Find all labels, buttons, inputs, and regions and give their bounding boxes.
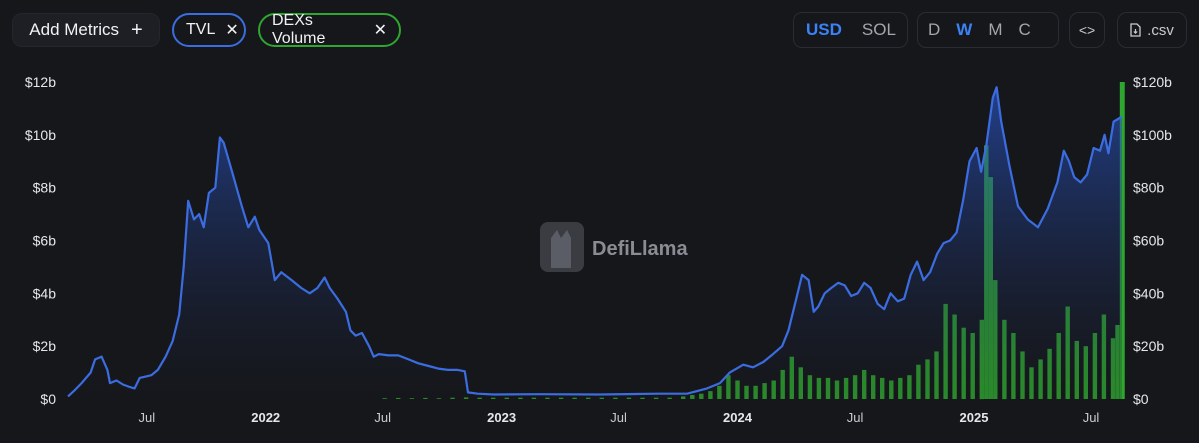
right-axis-tick-label: $120b: [1133, 74, 1172, 90]
right-axis-tick-label: $0: [1133, 391, 1149, 407]
period-option-w[interactable]: W: [956, 20, 973, 39]
x-axis: Jul 2022 Jul 2023 Jul 2024 Jul 2025 Jul: [138, 410, 1099, 425]
currency-option-sol[interactable]: SOL: [861, 20, 896, 39]
x-axis-tick-label: Jul: [847, 410, 864, 425]
close-icon[interactable]: ✕: [373, 22, 387, 39]
period-option-m[interactable]: M: [988, 20, 1003, 39]
x-axis-tick-label: 2025: [960, 410, 989, 425]
left-axis-tick-label: $12b: [25, 74, 56, 90]
period-toggle: D W M C: [917, 12, 1059, 48]
metric-chip-label: DEXs Volume: [272, 12, 326, 47]
x-axis-tick-label: Jul: [1083, 410, 1100, 425]
plus-icon: +: [131, 19, 143, 41]
left-axis-tick-label: $4b: [33, 285, 57, 301]
watermark-text: DefiLlama: [592, 238, 688, 260]
left-axis-tick-label: $0: [40, 391, 56, 407]
code-icon: <>: [1078, 22, 1096, 38]
right-axis-tick-label: $20b: [1133, 338, 1164, 354]
tvl-line: [67, 86, 1123, 398]
currency-option-usd[interactable]: USD: [806, 20, 842, 39]
add-metrics-label: Add Metrics: [29, 20, 120, 39]
right-axis-tick-label: $40b: [1133, 285, 1164, 301]
csv-label: .csv: [1147, 21, 1174, 39]
metric-chip-label: TVL: [186, 21, 216, 38]
x-axis-tick-label: 2023: [487, 410, 516, 425]
csv-download-button[interactable]: .csv: [1117, 12, 1187, 48]
right-axis-tick-label: $60b: [1133, 233, 1164, 249]
period-option-c[interactable]: C: [1018, 20, 1031, 39]
period-option-d[interactable]: D: [928, 20, 941, 39]
right-axis-tick-label: $80b: [1133, 180, 1164, 196]
left-axis-tick-label: $10b: [25, 127, 56, 143]
currency-toggle: USD SOL: [793, 12, 908, 48]
x-axis-tick-label: 2022: [251, 410, 280, 425]
left-y-axis: $0 $2b $4b $6b $8b $10b $12b: [25, 74, 56, 407]
file-download-icon: [1130, 23, 1141, 37]
x-axis-tick-label: Jul: [374, 410, 391, 425]
x-axis-tick-label: 2024: [723, 410, 753, 425]
left-axis-tick-label: $6b: [33, 233, 57, 249]
tvl-area-fill: [68, 87, 1122, 400]
left-axis-tick-label: $2b: [33, 338, 57, 354]
close-icon[interactable]: ✕: [225, 22, 239, 39]
right-y-axis: $0 $20b $40b $60b $80b $100b $120b: [1123, 74, 1172, 407]
add-metrics-button[interactable]: Add Metrics +: [12, 13, 160, 47]
x-axis-tick-label: Jul: [138, 410, 155, 425]
watermark: DefiLlama: [540, 222, 688, 272]
llama-logo-mark: [551, 230, 571, 268]
toolbar: Add Metrics + TVL ✕ DEXs Volume ✕ USD SO…: [0, 0, 1199, 60]
tvl-series: [67, 86, 1123, 400]
metric-chip-tvl: TVL ✕: [172, 13, 246, 47]
x-axis-tick-label: Jul: [610, 410, 627, 425]
left-axis-tick-label: $8b: [33, 180, 57, 196]
right-axis-tick-label: $100b: [1133, 127, 1172, 143]
metric-chip-dexs-volume: DEXs Volume ✕: [258, 12, 401, 47]
embed-button[interactable]: <>: [1069, 12, 1105, 48]
